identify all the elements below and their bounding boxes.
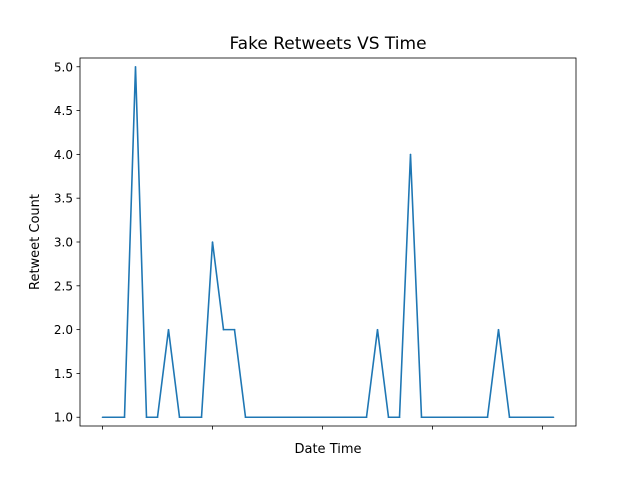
data-point: [442, 416, 445, 419]
y-tick-label: 3.0: [54, 236, 73, 250]
data-point: [310, 416, 313, 419]
data-point: [409, 153, 412, 156]
data-point: [200, 416, 203, 419]
data-point: [167, 328, 170, 331]
data-point: [453, 416, 456, 419]
data-points: [101, 65, 555, 419]
data-point: [233, 328, 236, 331]
data-point: [156, 416, 159, 419]
data-point: [497, 328, 500, 331]
data-point: [530, 416, 533, 419]
data-point: [332, 416, 335, 419]
data-point: [343, 416, 346, 419]
data-point: [420, 416, 423, 419]
data-point: [222, 328, 225, 331]
data-point: [288, 416, 291, 419]
data-point: [486, 416, 489, 419]
x-axis-ticks: [102, 426, 543, 430]
data-point: [244, 416, 247, 419]
y-tick-label: 5.0: [54, 60, 73, 74]
data-point: [475, 416, 478, 419]
chart-title: Fake Retweets VS Time: [229, 34, 426, 54]
data-point: [178, 416, 181, 419]
series-line: [102, 66, 554, 419]
data-point: [123, 416, 126, 419]
data-point: [277, 416, 280, 419]
data-point: [387, 416, 390, 419]
data-point: [464, 416, 467, 419]
y-tick-label: 1.0: [54, 411, 73, 425]
y-axis-title: Retweet Count: [28, 194, 43, 290]
data-point: [541, 416, 544, 419]
plot-area: [80, 58, 576, 426]
data-point: [519, 416, 522, 419]
data-point: [266, 416, 269, 419]
y-tick-label: 1.5: [54, 367, 73, 381]
data-point: [354, 416, 357, 419]
data-point: [299, 416, 302, 419]
data-point: [376, 328, 379, 331]
data-point: [255, 416, 258, 419]
data-point: [134, 65, 137, 68]
y-tick-label: 2.0: [54, 323, 73, 337]
data-point: [552, 416, 555, 419]
y-tick-label: 2.5: [54, 279, 73, 293]
x-axis-title: Date Time: [294, 442, 361, 457]
y-tick-label: 4.5: [54, 104, 73, 118]
data-point: [508, 416, 511, 419]
data-point: [365, 416, 368, 419]
data-point: [101, 416, 104, 419]
data-point: [321, 416, 324, 419]
y-tick-label: 3.5: [54, 192, 73, 206]
plot-frame: [79, 57, 577, 427]
data-point: [145, 416, 148, 419]
data-point: [112, 416, 115, 419]
data-point: [189, 416, 192, 419]
y-axis-ticks: 1.0 1.5 2.0 2.5 3.0 3.5 4.0 4.5 5.0: [54, 60, 80, 425]
data-point: [431, 416, 434, 419]
y-tick-label: 4.0: [54, 148, 73, 162]
data-point: [398, 416, 401, 419]
data-point: [211, 241, 214, 243]
